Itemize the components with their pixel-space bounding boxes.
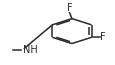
Text: NH: NH bbox=[23, 45, 38, 55]
Text: F: F bbox=[66, 3, 72, 13]
Text: F: F bbox=[99, 32, 105, 42]
